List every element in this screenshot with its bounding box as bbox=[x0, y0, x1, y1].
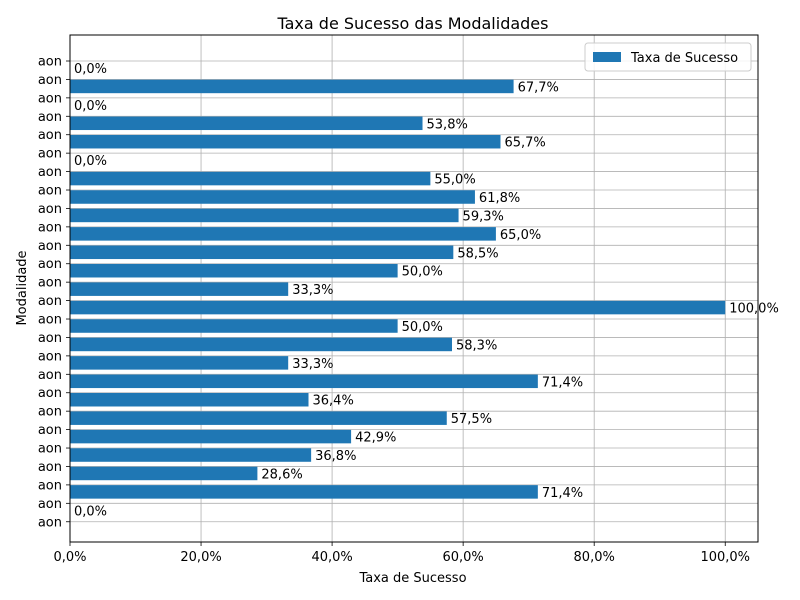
y-tick-label: aon bbox=[38, 147, 62, 162]
bar bbox=[70, 134, 501, 149]
y-tick-label: aon bbox=[38, 202, 62, 217]
y-tick-label: aon bbox=[38, 442, 62, 457]
x-tick-label: 40,0% bbox=[311, 550, 352, 565]
bar-value-label: 67,7% bbox=[518, 80, 559, 95]
bar bbox=[70, 208, 459, 223]
y-tick-label: aon bbox=[38, 386, 62, 401]
bar-value-label: 65,7% bbox=[504, 136, 545, 151]
bar bbox=[70, 392, 309, 407]
bar bbox=[70, 79, 514, 94]
y-tick-label: aon bbox=[38, 128, 62, 143]
y-tick-label: aon bbox=[38, 368, 62, 383]
bar bbox=[70, 116, 423, 131]
bar bbox=[70, 356, 289, 370]
bar-value-label: 65,0% bbox=[500, 228, 541, 243]
y-tick-label: aon bbox=[38, 460, 62, 475]
bar-value-label: 59,3% bbox=[463, 209, 504, 224]
y-tick-label: aon bbox=[38, 313, 62, 328]
y-tick-label: aon bbox=[38, 220, 62, 235]
y-axis-ticks: aon aon aon aon aon aon aon aon aon aon aon aon aon a… bbox=[38, 55, 70, 530]
chart-title: Taxa de Sucesso das Modalidades bbox=[277, 14, 549, 33]
bar bbox=[70, 282, 289, 296]
bar bbox=[70, 429, 352, 444]
x-tick-label: 100,0% bbox=[700, 550, 750, 565]
y-tick-label: aon bbox=[38, 165, 62, 180]
x-tick-label: 80,0% bbox=[574, 550, 615, 565]
y-tick-label: aon bbox=[38, 276, 62, 291]
x-axis-label: Taxa de Sucesso bbox=[358, 571, 466, 586]
bar bbox=[70, 171, 431, 186]
bar-value-label: 50,0% bbox=[402, 265, 443, 280]
y-tick-label: aon bbox=[38, 239, 62, 254]
bar-value-label: 42,9% bbox=[355, 431, 396, 446]
bar bbox=[70, 466, 258, 481]
bar-value-label: 0,0% bbox=[74, 504, 107, 519]
y-tick-label: aon bbox=[38, 184, 62, 199]
bar-value-label: 0,0% bbox=[74, 154, 107, 169]
legend: Taxa de Sucesso bbox=[584, 42, 752, 72]
bar-value-label: 57,5% bbox=[451, 412, 492, 427]
bar-value-label: 0,0% bbox=[74, 62, 107, 77]
y-tick-label: aon bbox=[38, 73, 62, 88]
bar-value-label: 36,8% bbox=[315, 449, 356, 464]
data-labels: 0,0% 67,7% 0,0% 53,8% 65,7% 0,0% 55,0% 61,8% 59,… bbox=[74, 62, 779, 519]
bar bbox=[70, 374, 538, 389]
y-tick-label: aon bbox=[38, 515, 62, 530]
y-tick-label: aon bbox=[38, 423, 62, 438]
bar bbox=[70, 245, 454, 260]
bar-value-label: 36,4% bbox=[313, 394, 354, 409]
bar bbox=[70, 263, 398, 278]
bar-value-label: 50,0% bbox=[402, 320, 443, 335]
legend-swatch bbox=[593, 52, 621, 62]
bar bbox=[70, 411, 447, 425]
bar-value-label: 71,4% bbox=[542, 486, 583, 501]
bar-value-label: 53,8% bbox=[427, 117, 468, 132]
plot-frame bbox=[69, 34, 759, 543]
bar-value-label: 28,6% bbox=[261, 467, 302, 482]
bar-value-label: 55,0% bbox=[434, 173, 475, 188]
bar bbox=[70, 448, 312, 462]
bar-value-label: 58,5% bbox=[457, 246, 498, 261]
y-tick-label: aon bbox=[38, 91, 62, 106]
y-tick-label: aon bbox=[38, 331, 62, 346]
bar-value-label: 100,0% bbox=[729, 302, 779, 317]
x-tick-label: 20,0% bbox=[180, 550, 221, 565]
bar bbox=[70, 485, 538, 499]
y-axis-label: Modalidade bbox=[15, 250, 30, 325]
legend-box bbox=[584, 42, 752, 72]
y-tick-label: aon bbox=[38, 497, 62, 512]
bar bbox=[70, 300, 726, 315]
bar-value-label: 33,3% bbox=[292, 357, 333, 372]
x-tick-label: 0,0% bbox=[53, 550, 86, 565]
legend-label: Taxa de Sucesso bbox=[630, 51, 738, 66]
y-tick-label: aon bbox=[38, 110, 62, 125]
y-tick-label: aon bbox=[38, 478, 62, 493]
bar-value-label: 61,8% bbox=[479, 191, 520, 206]
bars bbox=[70, 79, 726, 499]
bar bbox=[70, 337, 453, 352]
y-tick-label: aon bbox=[38, 294, 62, 309]
bar bbox=[70, 190, 475, 204]
x-tick-label: 60,0% bbox=[442, 550, 483, 565]
y-tick-label: aon bbox=[38, 257, 62, 272]
y-tick-label: aon bbox=[38, 405, 62, 420]
bar-value-label: 71,4% bbox=[542, 375, 583, 390]
y-tick-label: aon bbox=[38, 349, 62, 364]
grid-lines bbox=[69, 35, 758, 542]
bar-value-label: 33,3% bbox=[292, 283, 333, 298]
bar-value-label: 58,3% bbox=[456, 338, 497, 353]
bar bbox=[70, 227, 496, 241]
y-tick-label: aon bbox=[38, 55, 62, 70]
x-axis-ticks: 0,0% 20,0% 40,0% 60,0% 80,0% 100,0% bbox=[53, 542, 750, 565]
bar bbox=[70, 319, 398, 333]
bar-value-label: 0,0% bbox=[74, 99, 107, 114]
